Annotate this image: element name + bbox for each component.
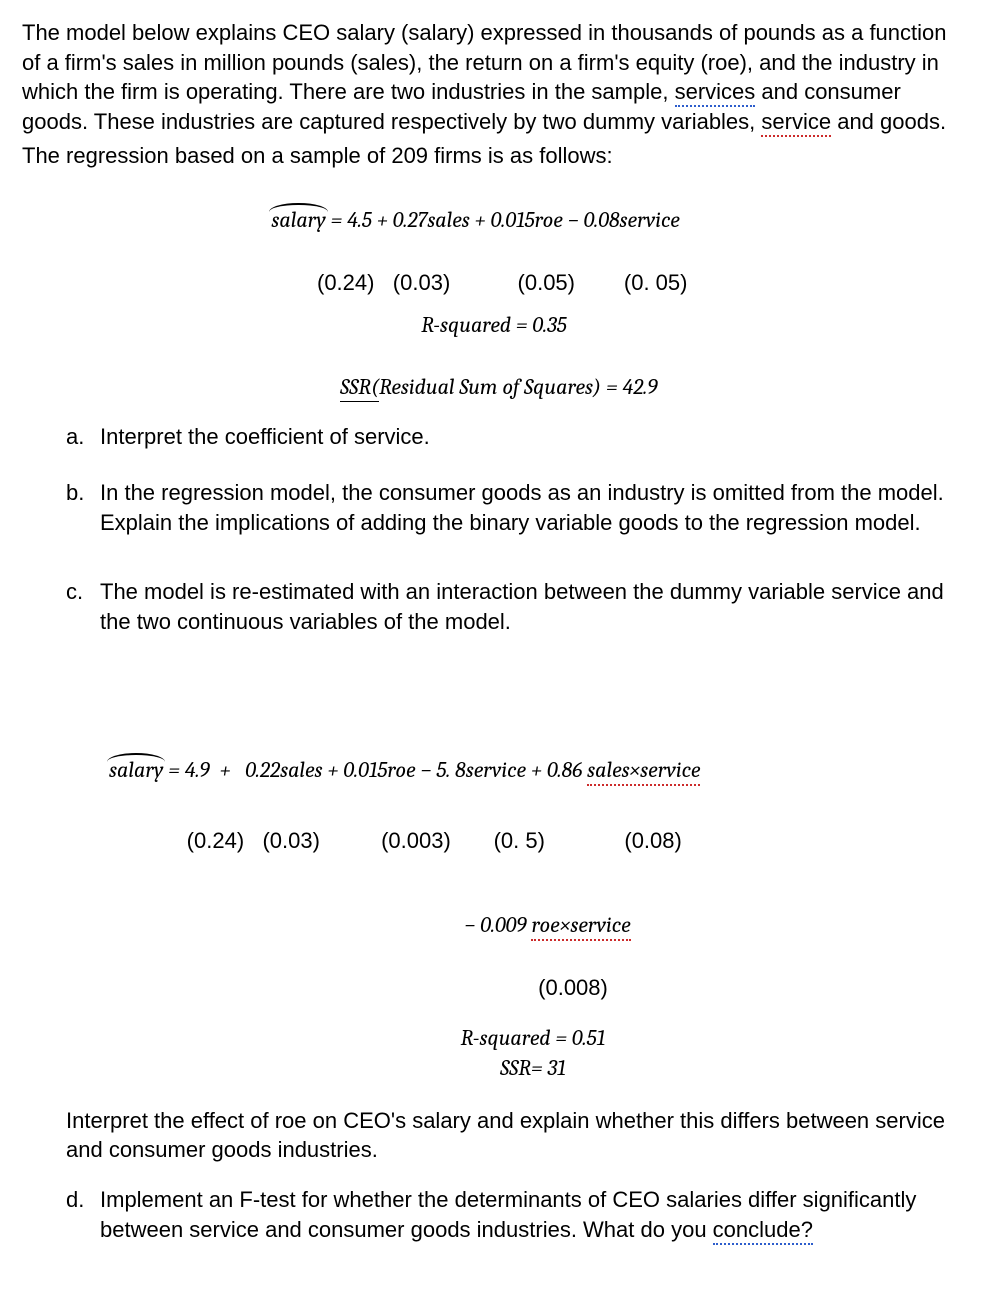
equation-1: salary = 4.5 + 0.27sales + 0.015roe − 0.… [22, 176, 966, 297]
eq1-ssr: SSR(Residual Sum of Squares) = 42.9 [22, 343, 966, 402]
question-list: a. Interpret the coefficient of service.… [22, 422, 966, 1244]
eq2-line2-a: − 0.009 [464, 912, 531, 938]
question-b-marker: b. [66, 478, 84, 508]
question-b-line1: In the regression model, the consumer go… [100, 480, 944, 505]
question-c-tail: Interpret the effect of roe on CEO's sal… [66, 1106, 966, 1165]
eq2-lhs-hat: salary [109, 756, 163, 786]
question-d-marker: d. [66, 1185, 84, 1215]
question-b-line2: Explain the implications of adding the b… [100, 510, 921, 535]
equation-2-se2: (0.008) [100, 973, 966, 1003]
equation-2-line2: − 0.009 roe×service [100, 881, 966, 970]
eq1-standard-errors: (0.24) (0.03) (0.05) (0. 05) [257, 268, 966, 298]
eq1-rhs: = 4.5 + 0.27sales + 0.015roe − 0.08servi… [326, 207, 680, 233]
eq1-ssr-abbr: SSR( [340, 374, 379, 402]
question-d: d. Implement an F-test for whether the d… [66, 1185, 966, 1244]
eq2-line1-a: = 4.9 + 0.22sales + 0.015roe − 5. 8servi… [163, 757, 587, 783]
spell-services: services [675, 79, 756, 107]
equation-2-se1: (0.24) (0.03) (0.003) (0. 5) (0.08) [150, 826, 966, 856]
intro-line-2: The regression based on a sample of 209 … [22, 141, 966, 171]
spell-service: service [761, 109, 831, 137]
intro-text-c: and goods. [831, 109, 946, 134]
question-a: a. Interpret the coefficient of service. [66, 422, 966, 452]
eq2-rsquared: R-squared = 0.51 [100, 1024, 966, 1054]
question-c-marker: c. [66, 577, 83, 607]
eq2-ssr: SSR= 31 [100, 1054, 966, 1084]
eq1-rsquared: R-squared = 0.35 [22, 311, 966, 341]
equation-2-line1: salary = 4.9 + 0.22sales + 0.015roe − 5.… [80, 727, 966, 816]
question-d-spell: conclude? [713, 1217, 813, 1245]
question-c-text: The model is re-estimated with an intera… [100, 579, 944, 634]
eq2-sales-x-service: sales×service [587, 757, 700, 786]
question-a-marker: a. [66, 422, 84, 452]
question-c-tail-text: Interpret the effect of roe on CEO's sal… [66, 1108, 945, 1163]
intro-paragraph: The model below explains CEO salary (sal… [22, 18, 966, 137]
question-b: b. In the regression model, the consumer… [66, 478, 966, 537]
eq1-ssr-rest: Residual Sum of Squares) = 42.9 [379, 374, 657, 400]
eq2-roe-x-service: roe×service [531, 912, 630, 941]
eq1-lhs-hat: salary [271, 206, 325, 236]
question-a-text: Interpret the coefficient of service. [100, 424, 430, 449]
question-c: c. The model is re-estimated with an int… [66, 577, 966, 1165]
